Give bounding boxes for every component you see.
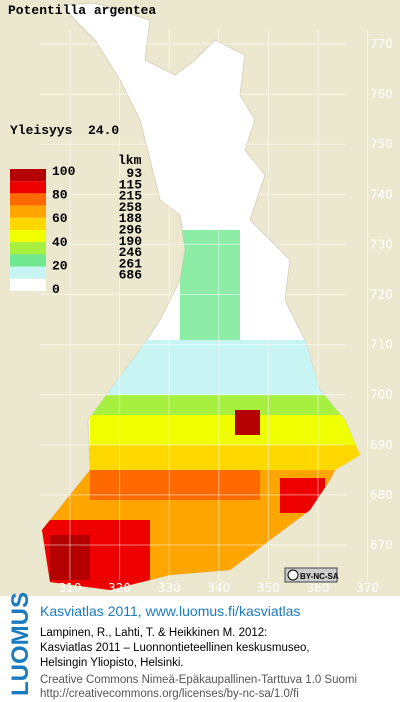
license-text: Creative Commons Nimeä-Epäkaupallinen-Ta… (40, 674, 357, 686)
legend-count: 215 (119, 189, 143, 204)
grid: 770 760 750 740 730 720 710 700 690 680 670 310 320 3… (40, 30, 393, 595)
y-label: 710 (370, 338, 393, 352)
legend-count: 261 (119, 256, 143, 271)
legend-swatch (10, 254, 46, 267)
y-label: 700 (370, 388, 393, 402)
x-label: 370 (356, 581, 379, 595)
citation-line: Lampinen, R., Lahti, T. & Heikkinen M. 2… (40, 627, 267, 639)
x-label: 350 (257, 581, 280, 595)
y-label: 770 (370, 37, 393, 51)
frequency: Yleisyys 24.0 (10, 123, 119, 138)
x-label: 310 (59, 581, 82, 595)
legend-header: lkm (118, 153, 142, 168)
legend-swatch (10, 193, 46, 206)
legend-scale: 80 (52, 188, 68, 203)
legend-count: 188 (119, 211, 143, 226)
legend-count: 296 (119, 223, 143, 238)
legend-swatch (10, 169, 46, 182)
legend-swatch (10, 205, 46, 218)
x-label: 320 (108, 581, 131, 595)
legend-scale: 20 (52, 258, 68, 273)
x-label: 330 (158, 581, 181, 595)
y-label: 720 (370, 288, 393, 302)
footer-link[interactable]: Kasviatlas 2011, www.luomus.fi/kasviatla… (40, 603, 300, 619)
legend-count: 258 (119, 200, 143, 215)
cells-green (180, 230, 240, 340)
citation-line: Kasviatlas 2011 – Luonnontieteellinen ke… (40, 642, 310, 654)
legend-scale: 40 (52, 235, 68, 250)
y-label: 730 (370, 237, 393, 251)
legend-count: 246 (119, 245, 143, 260)
legend-swatch (10, 242, 46, 255)
license-badge-box (284, 567, 338, 583)
x-label: 360 (307, 581, 330, 595)
legend-count: 115 (119, 177, 143, 192)
cc-icon (287, 569, 299, 581)
y-label: 690 (370, 438, 393, 452)
logo: LUOMUS (7, 592, 34, 696)
legend-count: 190 (119, 234, 143, 249)
y-label: 680 (370, 488, 393, 502)
y-label: 750 (370, 137, 393, 151)
legend-swatch (10, 217, 46, 230)
cells-dark-red-inland (235, 410, 260, 435)
legend-count: 93 (126, 166, 142, 181)
legend-count: 686 (119, 268, 143, 283)
cells-orange-red (90, 470, 260, 500)
y-label: 670 (370, 538, 393, 552)
legend-swatch (10, 181, 46, 194)
legend-swatch (10, 230, 46, 243)
species-title: Potentilla argentea (8, 3, 156, 18)
y-label: 760 (370, 87, 393, 101)
legend-scale: 0 (52, 282, 60, 297)
y-label: 740 (370, 187, 393, 201)
legend-swatch (10, 266, 46, 279)
legend-scale: 60 (52, 211, 68, 226)
x-label: 340 (207, 581, 230, 595)
citation-line: Helsingin Yliopisto, Helsinki. (40, 657, 184, 669)
legend-scale: 100 (52, 164, 76, 179)
license-badge: BY-NC-SA (300, 572, 339, 581)
license-url[interactable]: http://creativecommons.org/licenses/by-n… (40, 688, 299, 700)
legend-swatch (10, 278, 46, 291)
